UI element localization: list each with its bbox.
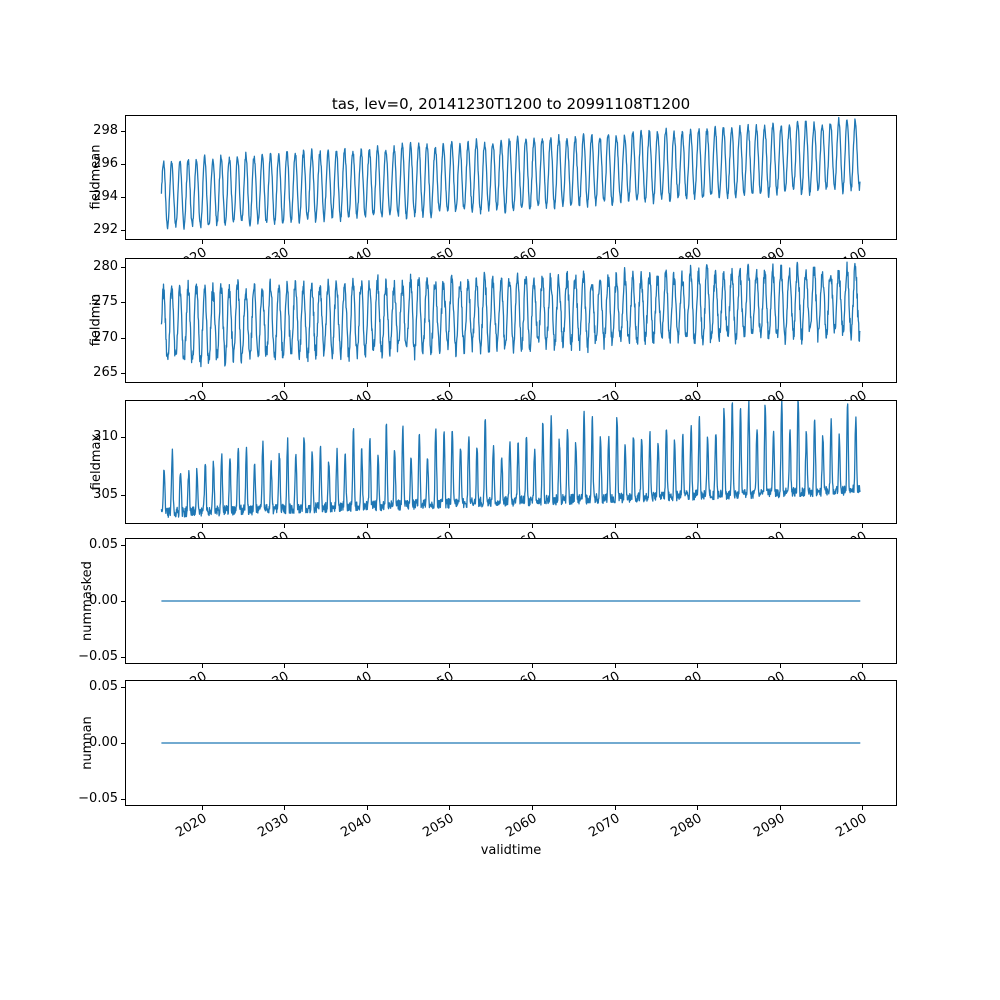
y-tick-mark — [121, 163, 125, 165]
y-tick-mark — [121, 337, 125, 339]
x-tick-mark — [614, 664, 616, 668]
x-tick-mark — [449, 524, 451, 528]
y-tick-mark — [121, 743, 125, 744]
x-tick-mark — [201, 240, 203, 244]
x-tick-mark — [532, 806, 534, 810]
y-tick-mark — [121, 196, 125, 198]
y-tick-label: 296 — [93, 155, 118, 171]
axes-box-numnan — [125, 680, 897, 806]
y-tick-mark — [121, 601, 125, 602]
y-tick-mark — [121, 687, 125, 689]
x-tick-mark — [449, 240, 451, 244]
axes-box-fieldmean — [125, 115, 897, 240]
x-tick-mark — [532, 383, 534, 387]
x-tick-mark — [862, 240, 864, 244]
y-tick-mark — [121, 437, 125, 439]
x-tick-mark — [614, 524, 616, 528]
x-tick-mark — [284, 524, 286, 528]
ylabel-fieldmax: fieldmax — [89, 433, 104, 491]
x-tick-mark — [284, 806, 286, 810]
x-axis-title: validtime — [480, 843, 542, 858]
x-tick-mark — [779, 664, 781, 668]
x-tick-mark — [862, 524, 864, 528]
y-tick-label: 275 — [93, 294, 118, 310]
y-tick-label: 294 — [93, 188, 118, 204]
line-plot-fieldmax — [160, 401, 861, 518]
series-line-fieldmin — [160, 261, 861, 368]
y-tick-mark — [121, 798, 125, 800]
series-line-fieldmax — [160, 401, 861, 518]
x-tick-mark — [697, 383, 699, 387]
x-tick-mark — [201, 806, 203, 810]
x-tick-mark — [614, 240, 616, 244]
y-tick-mark — [121, 130, 125, 132]
y-tick-label: 0.00 — [89, 735, 118, 750]
y-tick-mark — [121, 267, 125, 269]
y-tick-mark — [121, 302, 125, 304]
x-tick-mark — [201, 524, 203, 528]
x-tick-mark — [366, 806, 368, 810]
y-tick-label: −0.05 — [78, 648, 118, 664]
y-tick-label: 298 — [93, 122, 118, 138]
x-tick-mark — [284, 240, 286, 244]
y-tick-label: 280 — [93, 259, 118, 275]
x-tick-mark — [284, 664, 286, 668]
x-tick-mark — [779, 806, 781, 810]
x-tick-mark — [449, 383, 451, 387]
y-tick-mark — [121, 495, 125, 497]
x-tick-mark — [614, 806, 616, 810]
y-tick-label: 305 — [93, 487, 118, 503]
x-tick-mark — [201, 664, 203, 668]
y-tick-label: 265 — [93, 365, 118, 381]
y-tick-label: 0.05 — [89, 537, 118, 553]
line-plot-numnan — [161, 742, 861, 744]
x-tick-mark — [366, 383, 368, 387]
x-tick-mark — [532, 240, 534, 244]
axes-box-fieldmax — [125, 400, 897, 524]
y-tick-label: 292 — [93, 222, 118, 238]
x-tick-mark — [449, 664, 451, 668]
x-tick-mark — [366, 524, 368, 528]
x-tick-mark — [697, 664, 699, 668]
y-tick-mark — [121, 373, 125, 375]
x-tick-mark — [366, 664, 368, 668]
y-tick-label: 310 — [93, 429, 118, 445]
y-tick-mark — [121, 230, 125, 232]
x-tick-mark — [779, 383, 781, 387]
x-tick-mark — [697, 240, 699, 244]
line-plot-fieldmean — [160, 116, 861, 230]
y-tick-mark — [121, 656, 125, 658]
x-tick-mark — [697, 524, 699, 528]
y-tick-label: 0.00 — [89, 593, 118, 608]
x-tick-mark — [449, 806, 451, 810]
axes-box-nummasked — [125, 538, 897, 664]
x-tick-mark — [532, 524, 534, 528]
x-tick-mark — [284, 383, 286, 387]
x-tick-mark — [366, 240, 368, 244]
x-tick-mark — [862, 664, 864, 668]
axes-box-fieldmin — [125, 258, 897, 383]
ylabel-fieldmin: fieldmin — [88, 293, 104, 347]
x-tick-mark — [201, 383, 203, 387]
y-tick-label: 270 — [93, 329, 118, 345]
x-tick-mark — [614, 383, 616, 387]
x-tick-mark — [779, 240, 781, 244]
x-tick-mark — [862, 806, 864, 810]
x-tick-mark — [697, 806, 699, 810]
figure-title: tas, lev=0, 20141230T1200 to 20991108T12… — [331, 95, 691, 113]
x-tick-mark — [862, 383, 864, 387]
series-line-fieldmean — [160, 116, 861, 230]
line-plot-fieldmin — [160, 261, 861, 368]
y-tick-label: 0.05 — [89, 679, 118, 695]
x-tick-mark — [532, 664, 534, 668]
y-tick-label: −0.05 — [78, 790, 118, 806]
y-tick-mark — [121, 545, 125, 547]
x-tick-mark — [779, 524, 781, 528]
line-plot-nummasked — [161, 600, 861, 602]
